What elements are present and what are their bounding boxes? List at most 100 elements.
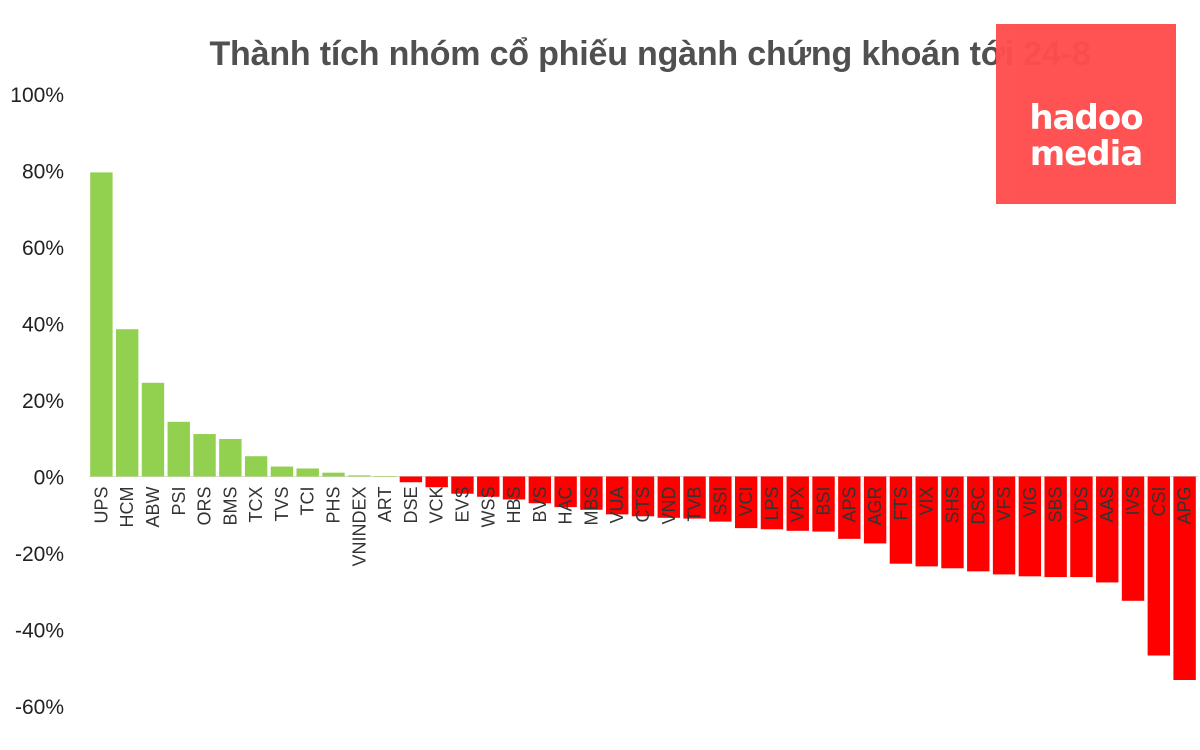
- x-tick-label: SBS: [1046, 487, 1066, 523]
- x-tick-label: EVS: [452, 487, 472, 523]
- logo-text-line-1: hadoo: [1029, 98, 1143, 138]
- y-tick-label: 40%: [22, 314, 64, 337]
- bar-vfs: [992, 476, 1016, 575]
- x-tick-label: ABW: [143, 487, 163, 528]
- x-tick-label: HAC: [556, 487, 576, 525]
- x-tick-label: PHS: [324, 487, 344, 524]
- x-tick-label: LPS: [762, 487, 782, 521]
- bars-layer: [89, 172, 1198, 680]
- x-tick-label: IVS: [1123, 487, 1143, 516]
- x-tick-label: VIG: [1020, 487, 1040, 518]
- bar-ups: [90, 172, 113, 477]
- bar-dsc: [967, 476, 990, 572]
- chart-title: Thành tích nhóm cổ phiếu ngành chứng kho…: [209, 35, 1091, 73]
- bar-bsi: [812, 476, 835, 532]
- x-tick-label: AGR: [865, 487, 885, 526]
- y-tick-label: 80%: [22, 161, 64, 184]
- x-tick-label: VNINDEX: [349, 487, 369, 567]
- y-axis: 100% 80% 60% 40% 20% 0% -20% -40% -60%: [10, 84, 64, 719]
- x-axis: UPS HCM ABW PSI ORS BMS TCX TVS TCI PHS VNINDEX ART…: [91, 487, 1194, 567]
- x-tick-label: AAS: [1097, 487, 1117, 523]
- x-tick-label: ORS: [195, 487, 215, 526]
- bar-mbs: [580, 476, 603, 510]
- x-tick-label: APG: [1175, 487, 1195, 525]
- bar-tci: [296, 468, 319, 477]
- x-tick-label: VPX: [788, 487, 808, 523]
- bar-tvs: [270, 466, 294, 477]
- bar-bms: [219, 439, 242, 477]
- bar-wss: [477, 476, 500, 497]
- x-tick-label: PSI: [169, 487, 189, 516]
- x-tick-label: ART: [375, 487, 395, 523]
- x-tick-label: VIX: [917, 487, 937, 516]
- x-tick-label: VUA: [607, 487, 627, 524]
- y-tick-label: 100%: [10, 84, 64, 107]
- x-tick-label: WSS: [478, 487, 498, 528]
- bar-abw: [141, 382, 165, 477]
- bar-vix: [915, 476, 938, 567]
- bar-vpx: [786, 476, 809, 531]
- bar-ivs: [1121, 476, 1145, 601]
- bar-vds: [1070, 476, 1093, 578]
- bar-vci: [734, 476, 758, 529]
- logo-text-line-2: media: [1029, 134, 1143, 174]
- x-tick-label: HCM: [117, 487, 137, 528]
- x-tick-label: SSI: [710, 487, 730, 516]
- bar-sbs: [1044, 476, 1067, 578]
- bar-evs: [451, 476, 474, 494]
- hadoo-media-logo: hadoo media: [996, 24, 1176, 204]
- bar-cts: [631, 476, 655, 517]
- bar-vua: [606, 476, 629, 515]
- y-tick-label: -40%: [15, 620, 64, 643]
- x-tick-label: BVS: [530, 487, 550, 523]
- y-tick-label: 60%: [22, 237, 64, 260]
- bar-vnd: [657, 476, 680, 518]
- bar-fts: [889, 476, 913, 564]
- x-tick-label: DSE: [401, 487, 421, 524]
- x-tick-label: VCI: [736, 487, 756, 517]
- x-tick-label: APS: [839, 487, 859, 523]
- x-tick-label: BSI: [814, 487, 834, 516]
- x-tick-label: MBS: [581, 487, 601, 526]
- bar-aas: [1096, 476, 1119, 583]
- x-tick-label: TCI: [298, 487, 318, 516]
- x-tick-label: BMS: [220, 487, 240, 526]
- y-tick-label: -60%: [15, 696, 64, 719]
- x-tick-label: HBS: [504, 487, 524, 524]
- x-tick-label: DSC: [968, 487, 988, 525]
- x-tick-label: CTS: [633, 487, 653, 523]
- bar-bvs: [528, 476, 552, 504]
- bar-tvb: [683, 476, 706, 519]
- y-tick-label: 0%: [34, 467, 64, 490]
- bar-ors: [193, 434, 216, 477]
- bar-agr: [863, 476, 887, 544]
- y-tick-label: 20%: [22, 390, 64, 413]
- x-tick-label: CSI: [1149, 487, 1169, 517]
- x-tick-label: VFS: [994, 487, 1014, 522]
- x-tick-label: TVS: [272, 487, 292, 522]
- x-tick-label: UPS: [91, 487, 111, 524]
- x-tick-label: FTS: [891, 487, 911, 521]
- bar-phs: [322, 472, 345, 477]
- bar-art: [373, 476, 397, 477]
- x-tick-label: SHS: [942, 487, 962, 524]
- bar-vnindex: [348, 475, 371, 477]
- bar-vig: [1018, 476, 1042, 577]
- y-tick-label: -20%: [15, 543, 64, 566]
- bar-dse: [399, 476, 423, 483]
- bar-tcx: [244, 456, 268, 477]
- bar-hbs: [502, 476, 526, 500]
- x-tick-label: TVB: [685, 487, 705, 522]
- bar-vck: [425, 476, 448, 488]
- bar-shs: [941, 476, 964, 569]
- bar-psi: [167, 421, 190, 477]
- bar-hac: [554, 476, 577, 508]
- bar-ssi: [709, 476, 732, 522]
- bar-apg: [1173, 476, 1196, 680]
- x-tick-label: VCK: [427, 487, 447, 524]
- x-tick-label: VND: [659, 487, 679, 525]
- x-tick-label: VDS: [1071, 487, 1091, 524]
- bar-lps: [760, 476, 784, 530]
- x-tick-label: TCX: [246, 487, 266, 523]
